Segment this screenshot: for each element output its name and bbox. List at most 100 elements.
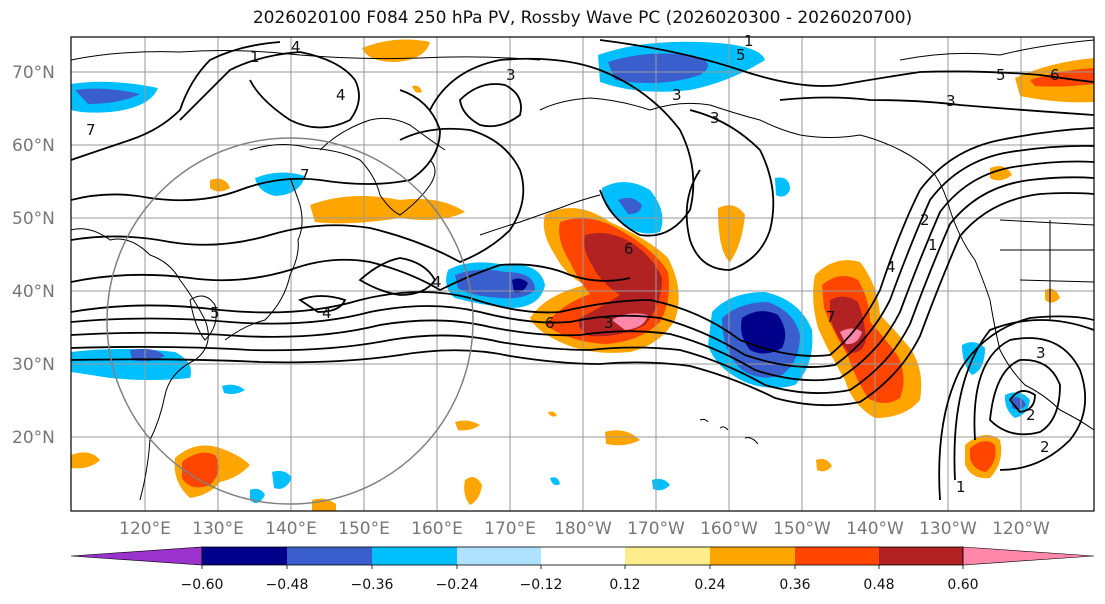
anomaly-patch <box>816 458 832 472</box>
colorbar-extend-low <box>70 546 203 566</box>
anomaly-patch <box>741 311 786 354</box>
highlight-circle <box>106 137 474 505</box>
anomaly-patch <box>455 420 480 431</box>
lon-label: 160°W <box>700 519 758 539</box>
anomaly-patch <box>222 384 245 394</box>
lon-label: 160°E <box>411 519 463 539</box>
anomaly-patch <box>775 177 790 197</box>
pv-contours <box>71 39 1094 501</box>
coastline-okhotsk <box>249 144 436 216</box>
lat-label: 40°N <box>12 282 55 302</box>
colorbar-segment <box>710 547 795 565</box>
contour-label: 1 <box>956 478 966 496</box>
lon-label: 180°W <box>554 519 612 539</box>
pv-contour <box>179 51 360 129</box>
contour-label: 3 <box>506 66 516 84</box>
anomaly-patch <box>618 197 642 215</box>
coastline-japan <box>224 177 303 341</box>
contour-label: 1 <box>250 48 260 66</box>
lat-label: 20°N <box>12 428 55 448</box>
anomaly-patch <box>550 477 560 486</box>
coastline-aleutians <box>479 194 601 236</box>
contour-label: 7 <box>86 121 96 139</box>
coastlines <box>71 39 1094 501</box>
lon-label: 170°W <box>627 519 685 539</box>
colorbar-tick-label: 0.24 <box>694 577 725 593</box>
pv-contour <box>71 144 1094 368</box>
pv-contour <box>685 109 775 271</box>
colorbar-tick-label: 0.12 <box>609 577 640 593</box>
anomaly-patch <box>990 166 1012 181</box>
contour-label: 6 <box>624 240 634 258</box>
contour-label: 2 <box>1040 438 1050 456</box>
pv-contour <box>71 41 281 161</box>
lon-label: 150°W <box>773 519 831 539</box>
contour-label: 3 <box>604 314 614 332</box>
colorbar-segment <box>372 547 457 565</box>
lat-axis: 70°N 60°N 50°N 40°N 30°N 20°N <box>12 63 55 448</box>
lon-label: 120°E <box>119 519 171 539</box>
anomaly-patch <box>71 452 100 469</box>
colorbar-segment <box>879 547 963 565</box>
pv-contour <box>989 359 1061 436</box>
anomaly-patch <box>182 452 219 488</box>
contour-label: 3 <box>1036 344 1046 362</box>
anomaly-patch <box>512 278 528 293</box>
map-title: 2026020100 F084 250 hPa PV, Rossby Wave … <box>252 8 913 28</box>
anomaly-patch <box>608 53 708 84</box>
contour-label: 4 <box>886 258 896 276</box>
pv-contour <box>71 89 441 202</box>
colorbar-tick-label: −0.24 <box>436 577 479 593</box>
colorbar-segment <box>287 547 372 565</box>
lon-label: 150°E <box>338 519 390 539</box>
lat-label: 60°N <box>12 136 55 156</box>
pv-contour <box>973 337 1087 471</box>
coastline-korea <box>189 295 217 341</box>
anomaly-patch <box>548 411 557 417</box>
pv-contour <box>938 315 1094 501</box>
pv-contour <box>779 96 1094 116</box>
anomaly-patch <box>310 196 465 224</box>
pv-contour <box>71 127 1094 357</box>
pv-contour <box>71 192 1094 407</box>
pv-contour <box>459 83 522 128</box>
lon-label: 130°W <box>919 519 977 539</box>
anomaly-patch <box>464 476 482 505</box>
coastline-alaska <box>539 97 951 211</box>
contour-label: 4 <box>432 273 442 291</box>
contour-label: 1 <box>928 236 938 254</box>
colorbar-tick-label: −0.48 <box>266 577 309 593</box>
anomaly-patch <box>1045 288 1060 303</box>
coastline-kamchatka <box>319 117 446 151</box>
lat-label: 30°N <box>12 355 55 375</box>
contour-label: 2 <box>1026 406 1036 424</box>
pv-contour-labels: 4 5 4 3 6 3 6 3 4 7 3 2 1 4 5 5 6 4 7 3 … <box>86 32 1060 496</box>
pv-contour <box>71 160 1094 382</box>
coastline-hawaii <box>699 418 759 445</box>
contour-label: 4 <box>291 38 301 56</box>
contour-label: 4 <box>336 86 346 104</box>
anomaly-patch <box>605 430 640 446</box>
anomaly-patch <box>210 178 230 192</box>
lon-label: 130°E <box>192 519 244 539</box>
contour-label: 1 <box>744 32 754 50</box>
pv-contour <box>71 127 525 263</box>
contour-label: 6 <box>545 314 555 332</box>
colorbar-segment <box>795 547 879 565</box>
colorbar-segment <box>202 547 287 565</box>
contour-label: 5 <box>210 304 220 322</box>
colorbar-frame <box>201 546 964 566</box>
lon-axis: 120°E 130°E 140°E 150°E 160°E 170°E 180°… <box>119 519 1050 539</box>
contour-label: 3 <box>946 92 956 110</box>
contour-label: 5 <box>996 66 1006 84</box>
anomaly-patch <box>362 39 430 62</box>
colorbar-tick-label: −0.36 <box>351 577 394 593</box>
contour-label: 7 <box>300 166 310 184</box>
pv-contour <box>429 57 695 237</box>
anomaly-patch <box>578 232 662 337</box>
lon-label: 170°E <box>484 519 536 539</box>
pv-contour <box>71 176 1094 394</box>
anomaly-patch <box>612 313 648 330</box>
colorbar-tick-label: −0.60 <box>181 577 224 593</box>
lon-label: 140°E <box>265 519 317 539</box>
